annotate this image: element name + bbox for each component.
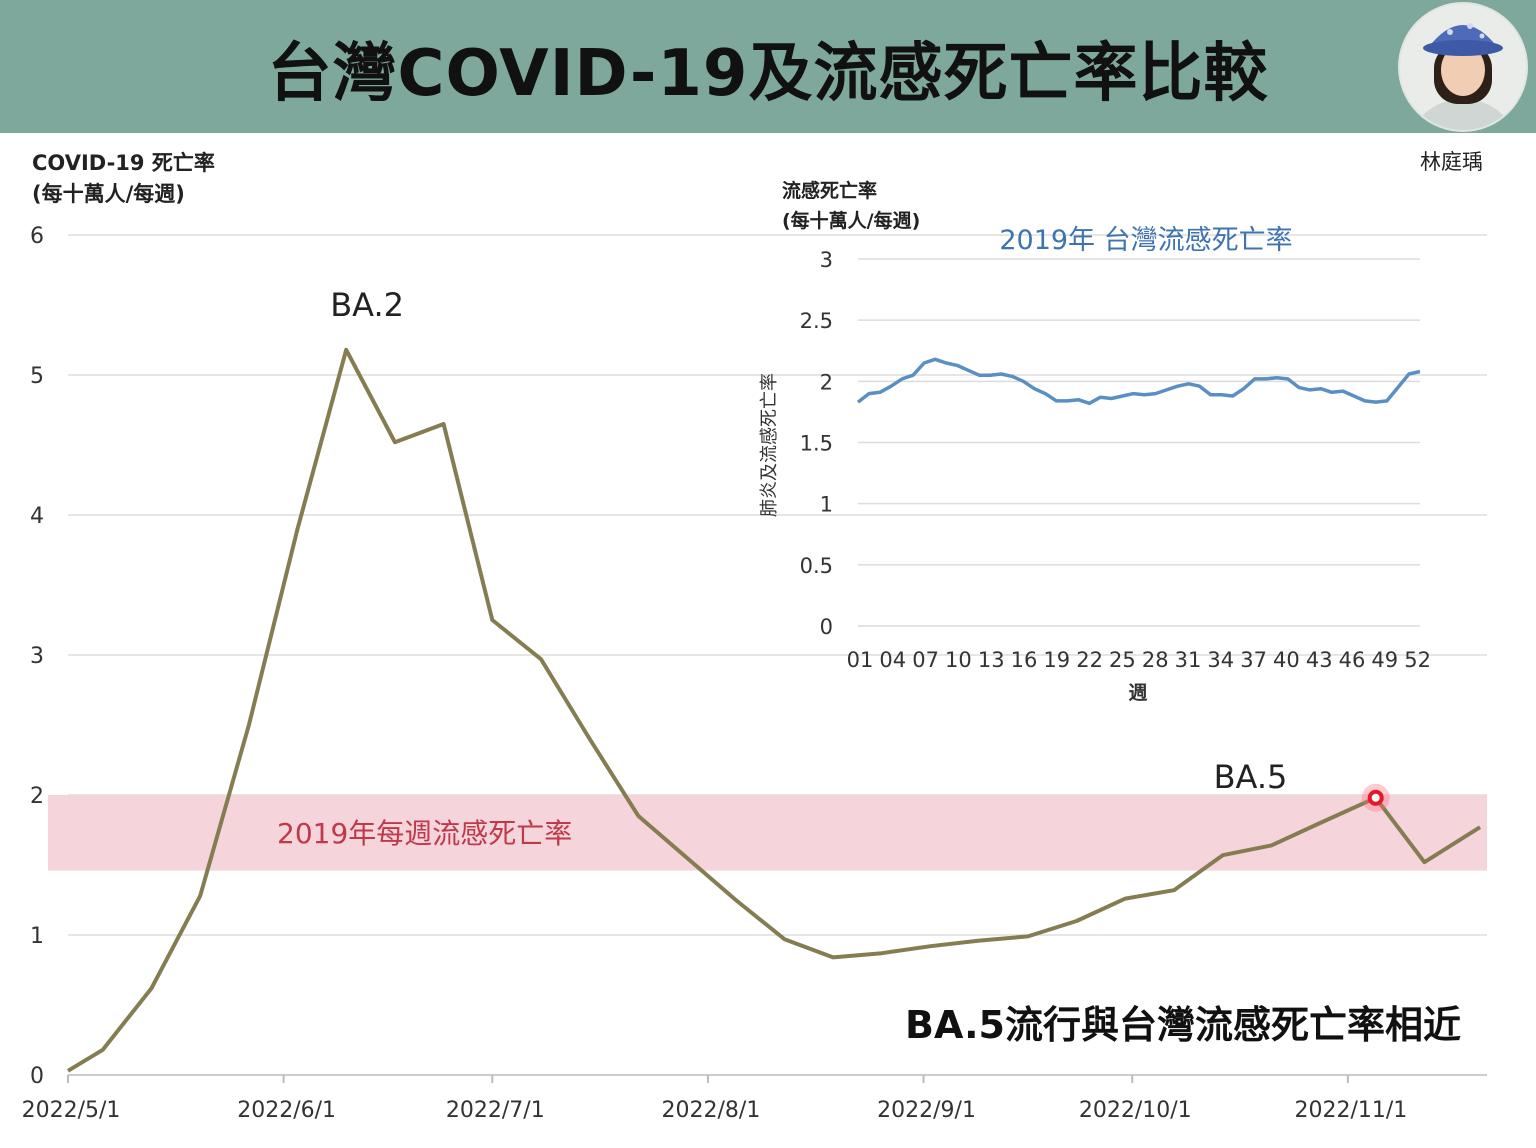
inset-x-tick-label: 40 xyxy=(1273,648,1300,672)
inset-y-tick-label: 0 xyxy=(820,615,833,639)
flu-band: 2019年每週流感死亡率 xyxy=(48,795,1487,871)
conclusion-text: BA.5流行與台灣流感死亡率相近 xyxy=(905,1003,1461,1047)
covid-series-line xyxy=(66,347,1482,1073)
inset-x-tick-label: 22 xyxy=(1076,648,1103,672)
inset-x-tick-label: 49 xyxy=(1371,648,1398,672)
inset-y-axis-label: 流感死亡率 (每十萬人/每週) xyxy=(782,176,920,236)
inset-x-tick-label: 19 xyxy=(1043,648,1070,672)
inset-y-tick-label: 3 xyxy=(820,248,833,272)
main-x-tick-label: 2022/6/1 xyxy=(237,1098,336,1123)
inset-x-tick-label: 10 xyxy=(945,648,972,672)
main-x-tick-label: 2022/8/1 xyxy=(662,1098,761,1123)
flu-series-line xyxy=(856,357,1421,406)
inset-x-tick-label: 07 xyxy=(912,648,939,672)
inset-y-tick-label: 1.5 xyxy=(800,432,833,456)
inset-x-tick-label: 28 xyxy=(1142,648,1169,672)
inset-x-tick-label: 31 xyxy=(1175,648,1202,672)
main-y-tick-label: 3 xyxy=(30,644,44,669)
flu-band-label: 2019年每週流感死亡率 xyxy=(277,817,572,850)
highlight-marker xyxy=(1367,789,1384,806)
main-y-axis-label-line2: (每十萬人/每週) xyxy=(32,182,185,206)
inset-title: 2019年 台灣流感死亡率 xyxy=(999,225,1292,256)
main-y-tick-label: 5 xyxy=(30,364,44,389)
annotation-label: BA.5 xyxy=(1214,758,1288,796)
avatar-portrait-icon xyxy=(1413,23,1513,130)
flu-band-rect xyxy=(48,795,1487,871)
main-y-axis-label-line1: COVID-19 死亡率 xyxy=(32,151,215,175)
covid-series xyxy=(66,347,1482,1073)
main-y-tick-label: 4 xyxy=(30,504,44,529)
annotation-label: BA.2 xyxy=(330,286,404,324)
main-y-tick-label: 0 xyxy=(30,1064,44,1089)
main-y-axis-label: COVID-19 死亡率 (每十萬人/每週) xyxy=(32,148,215,210)
main-x-tick-label: 2022/11/1 xyxy=(1294,1098,1407,1123)
header-bar xyxy=(0,0,1536,133)
inset-y-axis-vertical-label: 肺炎及流感死亡率 xyxy=(759,373,780,517)
inset-y-axis-label-line2: (每十萬人/每週) xyxy=(782,210,921,232)
inset-x-tick-label: 37 xyxy=(1240,648,1267,672)
inset-y-tick-label: 2 xyxy=(820,370,833,394)
page-title: 台灣COVID-19及流感死亡率比較 xyxy=(267,37,1269,111)
inset-x-tick-label: 46 xyxy=(1339,648,1366,672)
inset-x-tick-label: 43 xyxy=(1306,648,1333,672)
main-x-tick-label: 2022/7/1 xyxy=(446,1098,545,1123)
main-x-tick-label: 2022/5/1 xyxy=(22,1098,121,1123)
main-y-tick-label: 1 xyxy=(30,924,44,949)
inset-x-tick-label: 52 xyxy=(1404,648,1431,672)
inset-x-tick-label: 25 xyxy=(1109,648,1136,672)
inset-x-tick-label: 01 xyxy=(847,648,874,672)
inset-y-axis-label-line1: 流感死亡率 xyxy=(782,180,878,202)
main-y-tick-label: 2 xyxy=(30,784,44,809)
author-name: 林庭瑀 xyxy=(1420,150,1483,174)
main-x-tick-label: 2022/9/1 xyxy=(877,1098,976,1123)
inset-y-tick-label: 0.5 xyxy=(800,554,833,578)
main-y-tick-label: 6 xyxy=(30,224,44,249)
inset-x-tick-label: 34 xyxy=(1207,648,1234,672)
inset-x-axis-label: 週 xyxy=(1128,682,1147,704)
main-annotations: BA.2 BA.5 xyxy=(330,286,1390,812)
inset-y-tick-label: 1 xyxy=(820,493,833,517)
main-x-tick-label: 2022/10/1 xyxy=(1079,1098,1192,1123)
inset-y-tick-label: 2.5 xyxy=(800,309,833,333)
inset-x-tick-label: 04 xyxy=(879,648,906,672)
inset-x-tick-label: 13 xyxy=(978,648,1005,672)
inset-x-tick-label: 16 xyxy=(1011,648,1038,672)
avatar xyxy=(1398,2,1528,132)
